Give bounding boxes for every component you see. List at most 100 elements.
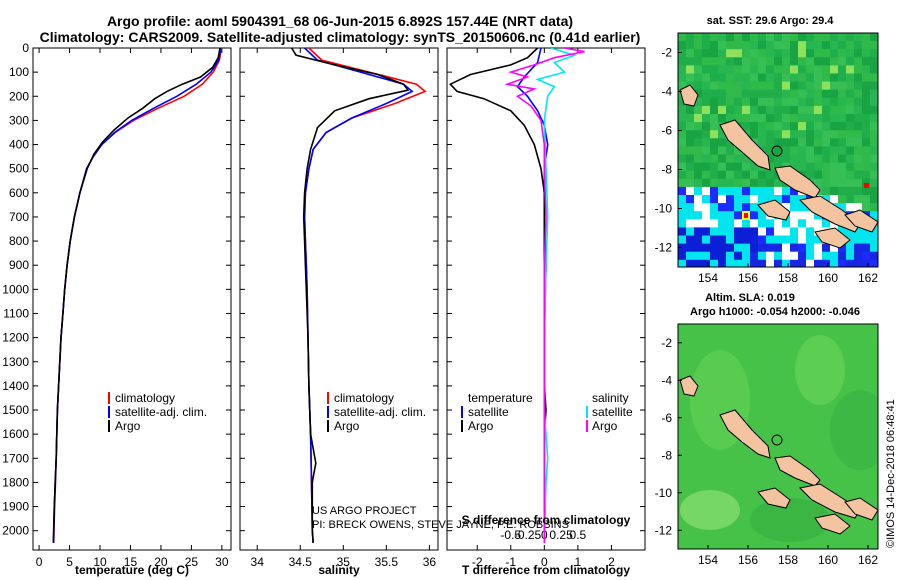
sst-cell [686,227,695,236]
sst-cell [694,57,703,66]
sst-cell [726,186,735,196]
sst-cell [734,33,743,42]
sst-cell [766,41,775,50]
sst-cell [774,65,783,74]
s-tick-label: 0.25 [549,528,573,542]
sla-high [680,490,740,530]
s-tick-label: 0.5 [570,528,587,542]
sst-cell [734,97,743,107]
sst-cell [678,211,687,220]
sst-cell [870,138,878,147]
sst-cell [806,89,815,99]
sst-cell [870,259,878,267]
depth-tick-label: 1000 [2,282,29,296]
sst-cell [694,243,703,252]
sst-cell [790,73,799,82]
sst-cell [806,65,815,74]
sst-cell [846,105,855,115]
sst-cell [814,97,823,107]
sst-cell [830,41,839,50]
sst-cell [718,170,727,180]
sst-cell [862,243,871,252]
sst-map-lat-axis: -2 -4 -6 -8 -10 -12 [655,46,682,255]
x-tick-label: 34 [251,555,265,569]
sst-cell [870,211,878,220]
x-tick-label: -1 [505,555,516,569]
sst-cell [798,219,807,228]
sst-cell [678,81,687,90]
temperature-plot-frame [32,47,232,551]
sst-cell [686,146,695,155]
sst-cell [798,203,807,212]
sst-cell [734,178,743,188]
sst-cell [782,130,791,139]
sst-cell [798,97,807,107]
sst-cell [678,154,687,163]
sst-cell [806,114,815,123]
sst-cell [814,41,823,50]
sst-cell [694,186,703,196]
sst-cell [710,178,719,188]
sst-cell [710,89,719,99]
sst-cell [838,195,847,204]
depth-tick-label: 400 [9,138,29,152]
sst-cell [862,154,871,163]
sst-cell [830,81,839,90]
difference-panel: -2 -1 0 1 2 -0.5-0.25 0 0.250.5 T difference f… [446,47,646,577]
sst-cell [830,57,839,66]
sst-cell [734,219,743,228]
lon-tick-label: 160 [818,271,838,285]
sst-cell [798,138,807,147]
x-tick-label: 10 [93,555,107,569]
sst-cell [718,203,727,212]
sst-cell [766,259,775,267]
x-tick-label: 1 [575,555,582,569]
sst-cell [734,162,743,171]
sst-cell [702,146,711,155]
sst-cell [758,251,767,261]
sst-cell [750,49,759,58]
sst-cell [870,41,878,50]
sst-cell [758,73,767,82]
sla-high [795,335,845,405]
sst-cell [766,235,775,244]
sst-cell [686,154,695,163]
sst-cell [806,57,815,66]
sst-cell [702,203,711,212]
sst-cell [798,89,807,99]
sst-cell [798,81,807,90]
legend-satellite-label: satellite-adj. clim. [334,405,426,419]
sst-cell [718,162,727,171]
sst-cell [870,81,878,90]
sst-cell [830,178,839,188]
sst-cell [718,211,727,220]
sst-cell [702,186,711,196]
sst-cell [806,49,815,58]
x-tick-label: 0 [541,555,548,569]
depth-tick-label: 800 [9,234,29,248]
sst-cell [814,219,823,228]
sst-cell [846,89,855,99]
land-malaita [844,209,878,233]
sst-cell [774,41,783,50]
sst-cell [790,203,799,212]
x-tick-label: 5 [66,555,73,569]
sst-cell [870,114,878,123]
sst-cell [838,122,847,131]
sst-cell [870,243,878,252]
sst-cell [822,170,831,180]
sst-cell [862,105,871,115]
sst-cell [766,97,775,107]
sst-cell [734,65,743,74]
sst-cell [854,243,863,252]
sst-cell [686,73,695,82]
sst-cell [734,114,743,123]
sst-cell [822,114,831,123]
sst-cell [702,243,711,252]
depth-tick-label: 1700 [2,451,29,465]
argo-float-marker [771,434,783,446]
sst-cell [718,97,727,107]
sst-cell [702,122,711,131]
sst-cell [678,186,687,196]
sst-cell [790,251,799,261]
